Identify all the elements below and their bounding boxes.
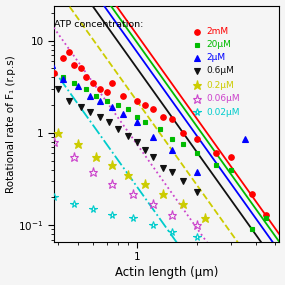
- Text: 0.02μM: 0.02μM: [207, 108, 240, 117]
- Y-axis label: Rotational rate of F₁ (r.p.s): Rotational rate of F₁ (r.p.s): [5, 55, 16, 193]
- Text: 2μM: 2μM: [207, 53, 226, 62]
- Text: 2mM: 2mM: [207, 27, 229, 36]
- Text: 0.6μM: 0.6μM: [207, 66, 235, 76]
- Text: ATP concentration:: ATP concentration:: [54, 20, 143, 29]
- Text: 20μM: 20μM: [207, 40, 232, 49]
- Text: 0.06μM: 0.06μM: [207, 94, 240, 103]
- X-axis label: Actin length (μm): Actin length (μm): [115, 266, 219, 280]
- Text: 0.2μM: 0.2μM: [207, 81, 235, 89]
